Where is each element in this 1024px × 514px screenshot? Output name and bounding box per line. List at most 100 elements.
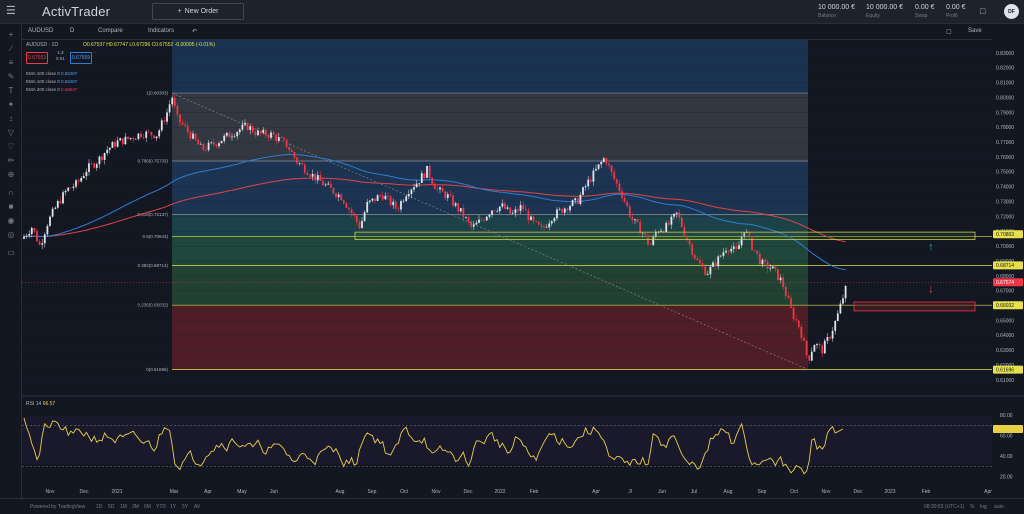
price-axis[interactable]: 0.83000 0.82000 0.81000 0.80000 0.79000 0.780… [992, 40, 1024, 396]
candle-body [608, 163, 610, 166]
price-tick: 0.72000 [996, 214, 1014, 220]
ema-legend-row[interactable]: EMA 100 close 0 0.66287 [26, 70, 77, 78]
candle-body [478, 219, 480, 223]
clock[interactable]: 08:30:53 (UTC+1) [924, 504, 965, 510]
range-5d[interactable]: 5D [108, 504, 115, 510]
candle-body [33, 227, 36, 232]
text-icon[interactable]: T [8, 86, 14, 95]
candle-body [85, 171, 88, 177]
trash-icon[interactable]: ▭ [7, 248, 15, 257]
candle-body [790, 298, 792, 308]
candle-body [405, 196, 408, 201]
candle-body [199, 143, 202, 145]
candle-body [496, 211, 499, 212]
shapes-icon[interactable]: ▽ [7, 128, 15, 137]
brush-icon[interactable]: ✎ [7, 72, 15, 81]
heart-icon[interactable]: ♡ [7, 142, 15, 151]
time-axis[interactable]: Nov Dec 2021 Mar Apr May Jun Aug Sep Oct Nov Dec 202… [46, 489, 993, 495]
candle-body [59, 200, 62, 204]
candle-body [283, 138, 285, 140]
prediction-icon[interactable]: ↕ [9, 114, 13, 123]
range-1d[interactable]: 1D [96, 504, 103, 510]
ema-legend-row[interactable]: EMA 100 close 0 0.66287 [26, 78, 77, 86]
ruler-icon[interactable]: ✏ [7, 156, 15, 165]
interval-button[interactable]: D [70, 28, 75, 34]
fib-zone [172, 236, 808, 266]
candle-body [509, 207, 512, 214]
avatar[interactable]: DF [1004, 4, 1019, 19]
annotations[interactable]: ↑↓ [22, 231, 992, 312]
pattern-icon[interactable]: ✦ [7, 100, 15, 109]
trendline-icon[interactable]: ∕ [10, 44, 12, 53]
candle-body [488, 214, 491, 217]
powered-by[interactable]: Powered by TradingView [30, 504, 86, 510]
log-toggle[interactable]: log [980, 504, 987, 510]
candle-body [462, 208, 465, 218]
candle-body [246, 122, 249, 130]
candle-body [23, 236, 25, 239]
time-tick: Aug [724, 489, 733, 495]
undo-icon[interactable]: ↶ [192, 29, 198, 35]
candle-body [355, 215, 358, 222]
spread-box: 1.3 0.01 [56, 50, 65, 62]
range-ytd[interactable]: YTD [156, 504, 166, 510]
new-order-button[interactable]: + New Order [152, 3, 244, 20]
candle-body [335, 193, 337, 197]
new-order-label: New Order [184, 8, 219, 15]
price-tick: 0.63000 [996, 348, 1014, 354]
eye-icon[interactable]: ◉ [7, 216, 15, 225]
candle-body [584, 186, 587, 188]
ema-legend-row[interactable]: EMA 200 close 0 0.68537 [26, 86, 77, 94]
range-5y[interactable]: 5Y [182, 504, 189, 510]
profit-stat[interactable]: 0.00 € Profit [946, 4, 965, 20]
range-1y[interactable]: 1Y [170, 504, 177, 510]
price-chart[interactable]: 1(0.80303) 0.786(0.75733) 0.618(0.72137) 0.… [22, 40, 1024, 498]
save-button[interactable]: Save [968, 28, 982, 34]
equity-stat: 10 000.00 € Equity [866, 4, 903, 20]
rsi-tick: 80.00 [1000, 413, 1013, 419]
range-6m[interactable]: 6M [144, 504, 151, 510]
candle-body [688, 240, 691, 245]
spread-top: 1.3 [57, 50, 64, 55]
buy-price-box[interactable]: 0.67569 [70, 52, 92, 64]
range-all[interactable]: All [194, 504, 200, 510]
symbol-search[interactable]: AUDUSD [28, 28, 54, 34]
candle-body [511, 213, 514, 214]
compare-button[interactable]: Compare [98, 28, 123, 34]
auto-toggle[interactable]: auto [994, 504, 1004, 510]
chart-legend: AUDUSD · 1D O0.67537 H0.67747 L0.67296 C… [26, 42, 215, 49]
menu-icon[interactable]: ☰ [6, 5, 16, 17]
balance-value: 10 000.00 € [818, 4, 855, 11]
bell-icon[interactable]: □ [980, 6, 986, 16]
candle-body [740, 236, 743, 246]
candle-body [652, 236, 655, 245]
indicators-button[interactable]: Indicators [148, 28, 175, 34]
candle-body [774, 266, 777, 270]
price-tick: 0.77000 [996, 140, 1014, 146]
fullscreen-icon[interactable]: ▢ [946, 29, 952, 35]
candle-body [813, 345, 816, 352]
time-tick: Dec [464, 489, 473, 495]
percent-toggle[interactable]: % [970, 504, 975, 510]
crosshair-icon[interactable]: + [8, 30, 14, 39]
candle-body [618, 183, 621, 192]
drawing-toolbar: + ∕ ≡ ✎ T ✦ ↕ ▽ ♡ ✏ ⊕ ∩ ■ ◉ ◎ ▭ [0, 24, 22, 498]
visibility-icon[interactable]: ◎ [7, 230, 15, 239]
candle-body [818, 344, 821, 346]
zoom-icon[interactable]: ⊕ [7, 170, 15, 179]
price-tag [993, 261, 1023, 270]
time-tick: May [237, 489, 247, 495]
candle-body [605, 158, 608, 164]
lock-icon[interactable]: ■ [8, 202, 14, 211]
candle-body [459, 208, 462, 212]
magnet-icon[interactable]: ∩ [8, 188, 14, 197]
candle-body [285, 139, 288, 148]
time-tick: Feb [530, 489, 539, 495]
candle-body [732, 246, 735, 249]
candle-body [251, 126, 254, 133]
fib-icon[interactable]: ≡ [8, 58, 14, 67]
range-3m[interactable]: 3M [132, 504, 139, 510]
range-1m[interactable]: 1M [120, 504, 127, 510]
sell-price-box[interactable]: 0.67553 [26, 52, 48, 64]
candle-body [155, 136, 158, 139]
